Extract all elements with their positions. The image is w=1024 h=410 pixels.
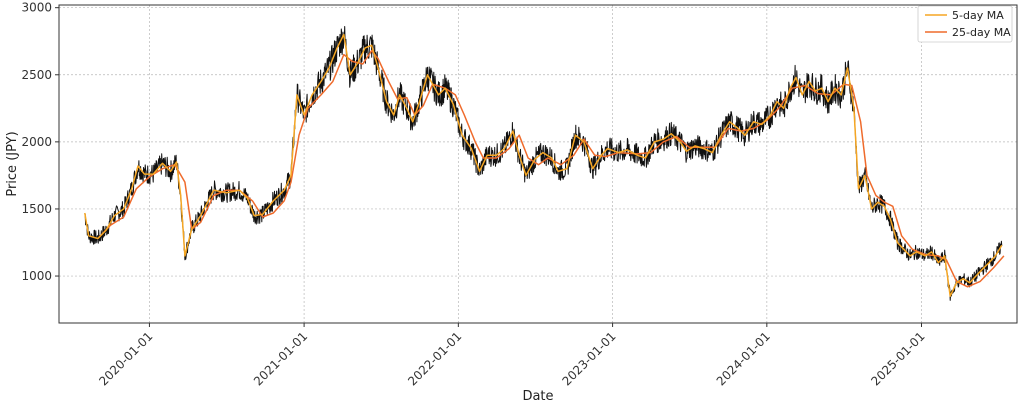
axes — [58, 4, 1018, 324]
ma5-series — [84, 33, 1003, 297]
x-axis-ticks: 2020-01-01 2021-01-01 2022-01-01 2023-01-01… — [96, 323, 928, 388]
y-tick-label: 2000 — [21, 135, 52, 149]
daily-price-series — [84, 26, 1003, 301]
x-tick-label: 2022-01-01 — [405, 329, 464, 388]
y-tick-label: 2500 — [21, 68, 52, 82]
y-tick-label: 3000 — [21, 1, 52, 15]
x-tick-label: 2021-01-01 — [251, 329, 310, 388]
ma25-line — [97, 49, 1005, 288]
plot-frame — [58, 4, 1018, 324]
x-tick-label: 2020-01-01 — [96, 329, 155, 388]
legend: 5-day MA 25-day MA — [917, 5, 1013, 43]
grid — [59, 5, 1017, 323]
x-tick-label: 2025-01-01 — [868, 329, 927, 388]
ma25-series — [97, 49, 1005, 288]
y-axis-label: Price (JPY) — [5, 131, 20, 196]
x-tick-label: 2023-01-01 — [559, 329, 618, 388]
y-tick-label: 1500 — [21, 202, 52, 216]
ma5-line — [84, 33, 1003, 297]
y-axis-ticks: 1000 1500 2000 2500 3000 — [21, 1, 59, 283]
x-tick-label: 2024-01-01 — [714, 329, 773, 388]
x-axis-label: Date — [522, 389, 553, 404]
legend-label-ma5: 5-day MA — [952, 9, 1004, 22]
daily-price-line — [84, 26, 1003, 301]
y-tick-label: 1000 — [21, 269, 52, 283]
legend-label-ma25: 25-day MA — [952, 26, 1011, 39]
